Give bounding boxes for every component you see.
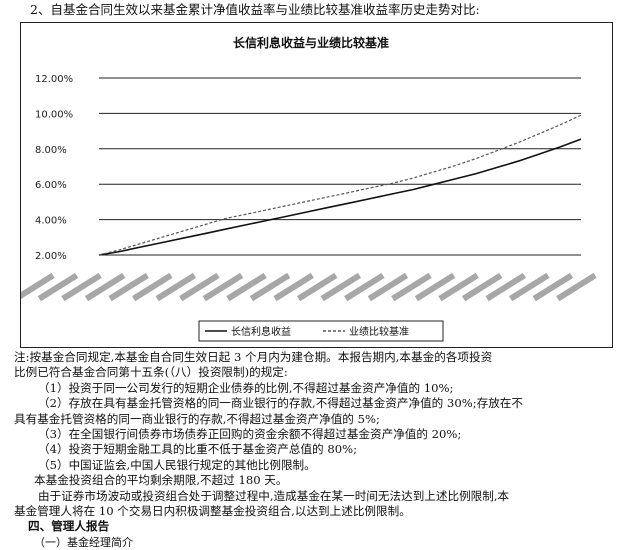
x-tick-mark (485, 272, 526, 302)
y-tick-label: 6.00% (35, 180, 67, 191)
manager-report-heading: 四、管理人报告 (28, 519, 110, 534)
y-tick-label: 2.00% (35, 251, 67, 262)
x-tick-mark (296, 272, 338, 302)
x-tick-mark (367, 272, 409, 302)
y-tick-label: 10.00% (35, 109, 73, 120)
x-tick-mark (509, 272, 550, 302)
x-tick-mark (249, 272, 291, 302)
x-tick-mark (37, 272, 79, 302)
x-tick-mark (320, 272, 362, 302)
y-tick-label: 12.00% (35, 74, 73, 85)
x-tick-mark (61, 272, 102, 302)
notes-section: 注:按基金合同规定,本基金自合同生效日起 3 个月内为建仓期。本报告期内,本基金… (14, 350, 614, 550)
x-tick-mark (179, 272, 220, 302)
legend-label-1: 长信利息收益 (231, 325, 291, 338)
x-tick-mark (21, 272, 55, 302)
series-line-2 (98, 114, 582, 256)
note-line-2: 比例已符合基金合同第十五条(（八）投资限制)的规定: (14, 365, 288, 380)
market-note-b: 基金管理人将在 10 个交易日内积极调整基金投资组合,以达到上述比例限制。 (14, 504, 411, 519)
section-title: 2、自基金合同生效以来基金累计净值收益率与业绩比较基准收益率历史走势对比: (30, 2, 480, 17)
performance-chart: 长信利息收益与业绩比较基准 12.00% 10.00% 8.00% 6.00% 4.00%… (21, 35, 597, 342)
legend-label-2: 业绩比较基准 (349, 325, 409, 338)
x-tick-mark (391, 272, 432, 302)
x-tick-mark (344, 272, 385, 302)
x-tick-mark (132, 272, 173, 302)
x-tick-mark (226, 272, 267, 302)
x-tick-mark (438, 272, 479, 302)
x-tick-mark (532, 272, 574, 302)
limit-item-2b: 具有基金托管资格的同一商业银行的存款,不得超过基金资产净值的 5%; (14, 411, 380, 426)
manager-intro-heading: （一）基金经理简介 (34, 535, 133, 549)
limit-item-1: （1）投资于同一公司发行的短期企业债券的比例,不得超过基金资产净值的 10%; (38, 380, 454, 395)
limit-item-2a: （2）存放在具有基金托管资格的同一商业银行的存款,不得超过基金资产净值的 30%… (38, 396, 523, 411)
x-tick-mark (155, 272, 197, 302)
x-tick-mark (414, 272, 456, 302)
chart-title: 长信利息收益与业绩比较基准 (233, 35, 389, 50)
note-line-1: 注:按基金合同规定,本基金自合同生效日起 3 个月内为建仓期。本报告期内,本基金… (14, 350, 493, 364)
y-tick-label: 8.00% (35, 145, 67, 156)
limit-item-3: （3）在全国银行间债券市场债券正回购的资金余额不得超过基金资产净值的 20%; (38, 427, 462, 442)
x-tick-mark (108, 272, 149, 302)
x-tick-mark (84, 272, 126, 302)
x-tick-mark (273, 272, 314, 302)
x-tick-mark (202, 272, 244, 302)
chart-frame: 长信利息收益与业绩比较基准 12.00% 10.00% 8.00% 6.00% 4.00%… (20, 22, 613, 348)
document-page: 2、自基金合同生效以来基金累计净值收益率与业绩比较基准收益率历史走势对比: 长信… (14, 2, 613, 549)
limit-item-4: （4）投资于短期金融工具的比重不低于基金资产总值的 80%; (38, 442, 357, 457)
y-tick-label: 4.00% (35, 216, 67, 227)
legend-box (198, 320, 444, 342)
limit-item-5: （5）中国证监会,中国人民银行规定的其他比例限制。 (38, 457, 316, 472)
series-line-1 (98, 138, 582, 256)
market-note-a: 由于证券市场波动或投资组合处于调整过程中,造成基金在某一时间无法达到上述比例限制… (38, 488, 510, 503)
x-tick-mark (461, 272, 503, 302)
x-tick-mark (556, 272, 597, 302)
maturity-note: 本基金投资组合的平均剩余期限,不超过 180 天。 (34, 473, 288, 488)
